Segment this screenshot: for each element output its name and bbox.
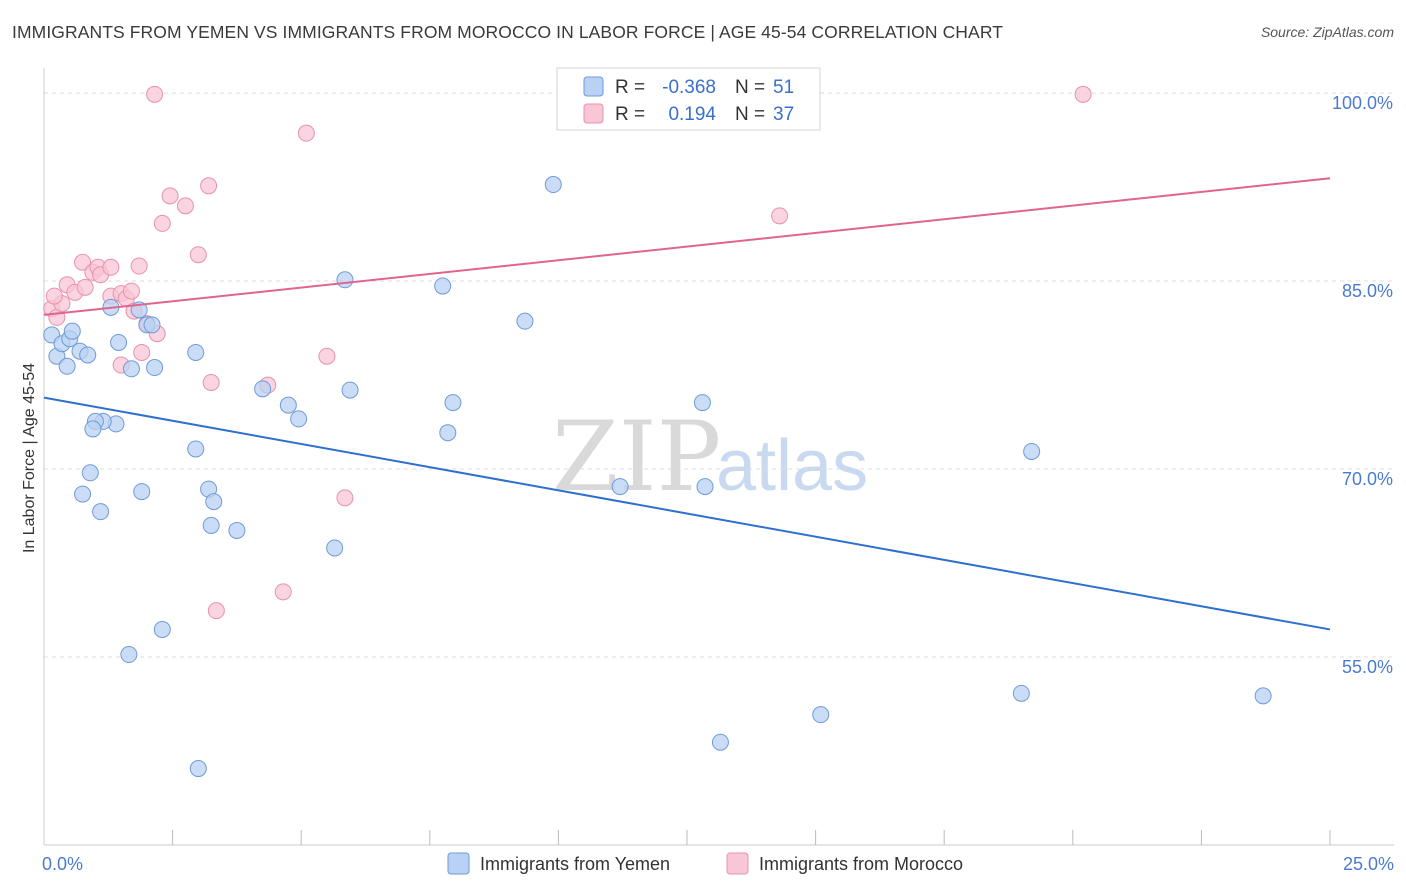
x-tick-label-max: 25.0% <box>1343 854 1394 874</box>
yemen-point <box>58 357 76 375</box>
yemen-point <box>228 521 246 539</box>
morocco-point <box>318 347 336 365</box>
morocco-point <box>336 489 354 507</box>
legend-morocco-n-label: N = <box>735 104 765 125</box>
y-tick-label: 100.0% <box>1332 93 1393 113</box>
source-label: Source: ZipAtlas.com <box>1260 24 1394 40</box>
yemen-point <box>544 176 562 194</box>
yemen-point <box>92 503 110 521</box>
bottom-legend-swatch-morocco <box>726 852 749 875</box>
yemen-point <box>153 620 171 638</box>
x-tick-marks <box>172 830 1331 845</box>
yemen-point <box>122 360 140 378</box>
morocco-point <box>1074 85 1092 103</box>
y-tick-label: 85.0% <box>1342 281 1393 301</box>
morocco-trend-line <box>43 177 1331 316</box>
yemen-point <box>143 316 161 334</box>
morocco-point <box>189 246 207 264</box>
yemen-point <box>341 381 359 399</box>
morocco-point <box>207 602 225 620</box>
y-tick-label: 55.0% <box>1342 657 1393 677</box>
series-yemen-points <box>43 176 1272 778</box>
yemen-point <box>81 464 99 482</box>
x-tick-label-min: 0.0% <box>42 854 83 874</box>
yemen-point <box>254 380 272 398</box>
yemen-point <box>1012 684 1030 702</box>
legend-yemen-r-value: -0.368 <box>662 77 716 98</box>
yemen-point <box>84 420 102 438</box>
morocco-point <box>771 207 789 225</box>
yemen-trend-line <box>43 396 1331 631</box>
yemen-point <box>189 760 207 778</box>
yemen-point <box>693 394 711 412</box>
series-legend: Immigrants from Yemen Immigrants from Mo… <box>447 852 963 875</box>
morocco-point <box>102 258 120 276</box>
y-tick-labels: 100.0% 85.0% 70.0% 55.0% <box>1332 93 1393 677</box>
morocco-point <box>297 124 315 142</box>
watermark: ZIP atlas <box>552 401 868 513</box>
yemen-point <box>516 312 534 330</box>
yemen-point <box>711 733 729 751</box>
yemen-point <box>110 333 128 351</box>
morocco-point <box>200 177 218 195</box>
morocco-point <box>122 282 140 300</box>
yemen-point <box>187 440 205 458</box>
correlation-legend: R = -0.368 N = 51 R = 0.194 N = 37 <box>556 67 821 131</box>
yemen-point <box>202 516 220 534</box>
y-tick-label: 70.0% <box>1342 469 1393 489</box>
yemen-point <box>290 410 308 428</box>
y-gridlines <box>44 92 1394 658</box>
yemen-point <box>434 277 452 295</box>
yemen-point <box>205 493 223 511</box>
watermark-zip: ZIP <box>552 401 721 513</box>
bottom-legend-morocco-label: Immigrants from Morocco <box>759 854 963 874</box>
trend-lines <box>43 177 1331 631</box>
yemen-point <box>187 343 205 361</box>
yemen-point <box>611 478 629 496</box>
legend-yemen-r-label: R = <box>615 77 645 98</box>
legend-swatch-yemen <box>583 76 604 97</box>
yemen-point <box>79 346 97 364</box>
bottom-legend-yemen-label: Immigrants from Yemen <box>480 854 670 874</box>
legend-morocco-n-value: 37 <box>773 104 794 125</box>
morocco-point <box>133 343 151 361</box>
y-axis-label: In Labor Force | Age 45-54 <box>21 363 38 553</box>
chart-title: IMMIGRANTS FROM YEMEN VS IMMIGRANTS FROM… <box>12 22 1004 42</box>
yemen-point <box>326 539 344 557</box>
yemen-point <box>1254 687 1272 705</box>
yemen-point <box>133 483 151 501</box>
yemen-point <box>120 646 138 664</box>
morocco-point <box>202 374 220 392</box>
watermark-atlas: atlas <box>716 426 868 506</box>
morocco-point <box>161 187 179 205</box>
morocco-point <box>74 253 92 271</box>
bottom-legend-swatch-yemen <box>447 852 470 875</box>
morocco-point <box>130 257 148 275</box>
morocco-point <box>76 278 94 296</box>
yemen-point <box>444 394 462 412</box>
legend-yemen-n-label: N = <box>735 77 765 98</box>
morocco-point <box>274 583 292 601</box>
legend-morocco-r-value: 0.194 <box>668 104 716 125</box>
legend-swatch-morocco <box>583 103 604 124</box>
yemen-point <box>279 396 297 414</box>
morocco-point <box>176 197 194 215</box>
yemen-point <box>63 322 81 340</box>
yemen-point <box>1023 442 1041 460</box>
legend-yemen-n-value: 51 <box>773 77 794 98</box>
yemen-point <box>146 359 164 377</box>
morocco-point <box>146 85 164 103</box>
morocco-point <box>153 214 171 232</box>
legend-morocco-r-label: R = <box>615 104 645 125</box>
yemen-point <box>812 706 830 724</box>
yemen-point <box>336 271 354 289</box>
yemen-point <box>74 485 92 503</box>
morocco-point <box>45 287 63 305</box>
yemen-point <box>439 424 457 442</box>
yemen-point <box>696 478 714 496</box>
